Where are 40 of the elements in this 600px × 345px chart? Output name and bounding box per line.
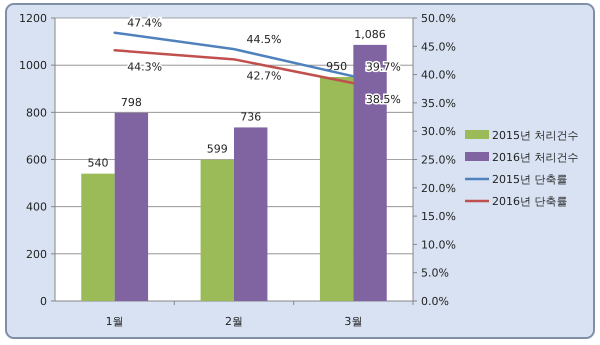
- y-tick-label: 600: [26, 154, 47, 166]
- data-label: 950: [326, 60, 348, 73]
- y2-tick-label: 30.0%: [421, 125, 456, 138]
- data-label: 44.3%: [127, 60, 162, 74]
- bar: [114, 112, 148, 301]
- bar: [81, 174, 115, 301]
- y2-tick-label: 45.0%: [421, 40, 456, 54]
- bar: [320, 76, 354, 301]
- bar: [200, 160, 234, 301]
- y2-tick-label: 25.0%: [421, 154, 456, 166]
- data-label: 42.7%: [246, 69, 282, 82]
- y2-tick-label: 35.0%: [421, 96, 456, 110]
- x-tick-label: 3월: [344, 315, 362, 328]
- data-label: 47.4%: [127, 16, 162, 30]
- y-tick-label: 200: [26, 248, 47, 261]
- y2-tick-label: 10.0%: [421, 238, 456, 252]
- data-label: 798: [120, 96, 142, 109]
- legend-label: 2015년 단축률: [492, 173, 568, 186]
- y2-tick-label: 15.0%: [421, 210, 456, 224]
- y2-tick-label: 20.0%: [421, 182, 456, 195]
- y2-tick-label: 40.0%: [421, 68, 456, 82]
- data-label: 736: [240, 110, 262, 124]
- legend-label: 2015년 처리건수: [492, 129, 578, 142]
- y-tick-label: 400: [26, 200, 47, 214]
- data-label: 1,086: [354, 28, 386, 41]
- y-tick-label: 800: [26, 106, 47, 120]
- legend-label: 2016년 처리건수: [492, 151, 578, 164]
- data-label: 599: [206, 142, 228, 156]
- y2-tick-label: 50.0%: [421, 12, 456, 25]
- y2-tick-label: 5.0%: [421, 266, 449, 280]
- x-tick-label: 2월: [225, 315, 243, 328]
- y-tick-label: 1200: [19, 12, 47, 25]
- x-tick-label: 1월: [106, 315, 124, 328]
- legend-label: 2016년 단축률: [492, 195, 568, 208]
- y-tick-label: 0: [40, 295, 47, 308]
- y2-tick-label: 0.0%: [421, 295, 449, 308]
- data-label: 44.5%: [246, 33, 282, 46]
- y-tick-label: 1000: [19, 59, 47, 72]
- data-label: 540: [87, 156, 108, 170]
- bar: [234, 127, 268, 301]
